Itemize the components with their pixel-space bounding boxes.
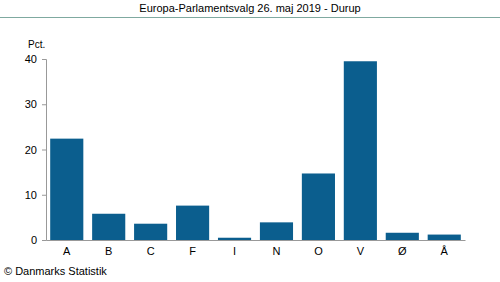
bar [260, 222, 293, 240]
bar [50, 139, 83, 240]
y-axis: 0 10 20 30 40 [25, 53, 47, 246]
bar [302, 173, 335, 240]
x-tick: A [63, 240, 71, 257]
title: Europa-Parlamentsvalg 26. maj 2019 - Dur… [139, 2, 360, 14]
x-tick-label: I [233, 245, 236, 257]
y-tick-label: 10 [25, 189, 37, 201]
x-axis-line [47, 240, 466, 241]
title-rule [0, 17, 500, 18]
x-tick: B [105, 240, 112, 257]
y-tick: 10 [25, 189, 46, 201]
x-tick: O [314, 240, 323, 257]
source-note: © Danmarks Statistik [4, 265, 107, 277]
bar [92, 214, 125, 240]
y-tick-label: 40 [25, 53, 37, 65]
x-tick-label: Ø [398, 245, 407, 257]
x-tick: C [147, 240, 155, 257]
y-tick: 30 [25, 98, 46, 110]
y-tick: 40 [25, 53, 46, 65]
bar [218, 238, 251, 240]
y-tick: 20 [25, 144, 46, 156]
x-tick-label: O [314, 245, 323, 257]
x-tick-label: A [63, 245, 71, 257]
y-tick-mark [42, 59, 46, 60]
x-tick-label: V [357, 245, 365, 257]
y-tick: 0 [31, 234, 46, 246]
bar [428, 235, 461, 240]
bar [176, 206, 209, 240]
y-tick-mark [42, 240, 46, 241]
y-tick-mark [42, 150, 46, 151]
x-tick: Ø [398, 240, 407, 257]
x-tick-label: F [189, 245, 196, 257]
bars [50, 61, 461, 240]
y-tick-mark [42, 195, 46, 196]
x-tick: F [189, 240, 196, 257]
x-tick-label: N [272, 245, 280, 257]
x-tick-label: C [147, 245, 155, 257]
y-tick-label: 20 [25, 144, 37, 156]
x-tick-label: Å [441, 245, 449, 257]
bar [134, 224, 167, 240]
y-tick-label: 0 [31, 234, 37, 246]
x-axis: ABCFINOVØÅ [47, 240, 466, 257]
x-tick: I [233, 240, 236, 257]
x-tick-label: B [105, 245, 112, 257]
x-tick: N [272, 240, 280, 257]
x-tick: Å [441, 240, 449, 257]
y-axis-line [42, 60, 47, 241]
y-tick-label: 30 [25, 98, 37, 110]
bar [344, 61, 377, 240]
x-tick: V [357, 240, 365, 257]
bar [386, 233, 419, 240]
chart: Europa-Parlamentsvalg 26. maj 2019 - Dur… [0, 0, 500, 282]
y-label: Pct. [28, 39, 45, 50]
y-tick-mark [42, 104, 46, 105]
